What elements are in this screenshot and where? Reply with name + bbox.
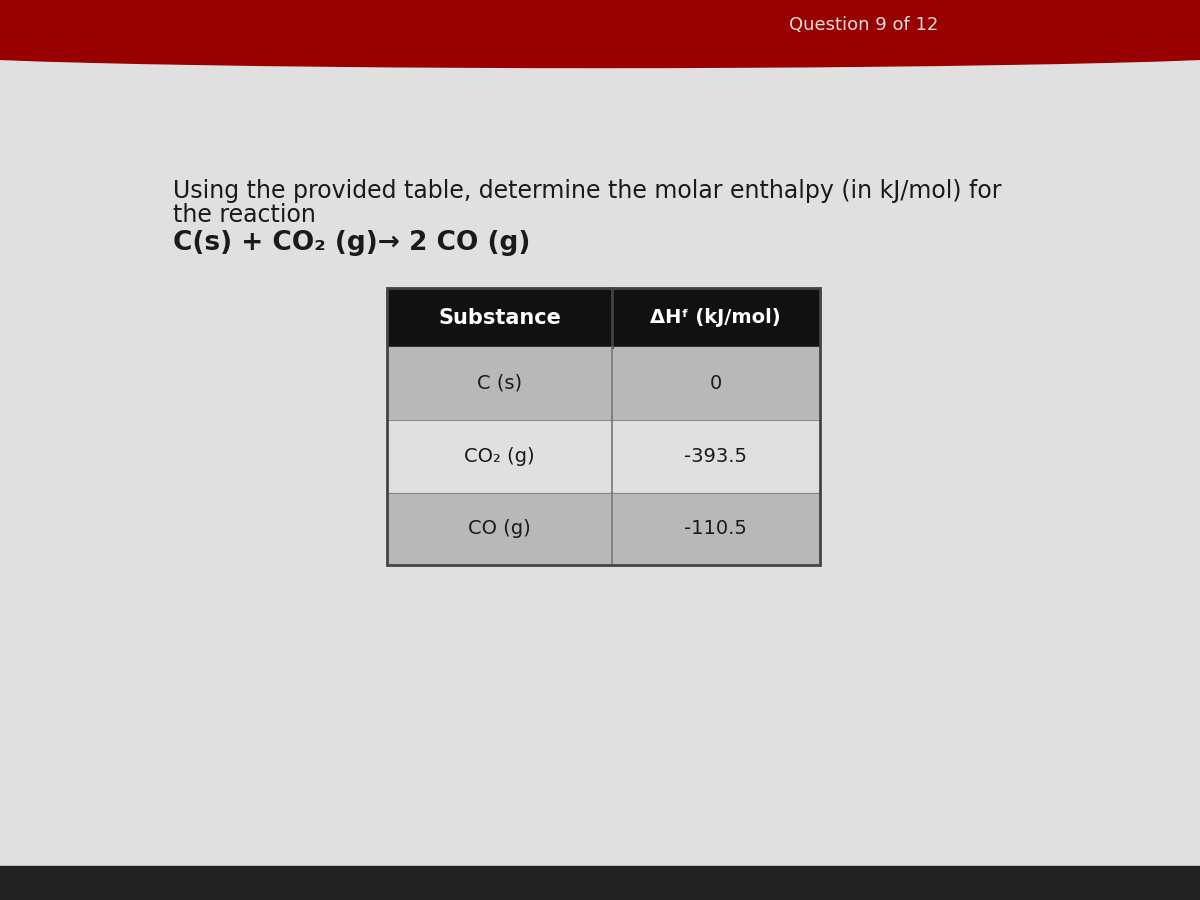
- Bar: [388, 347, 820, 419]
- Bar: [388, 492, 820, 565]
- Bar: [388, 288, 820, 565]
- Text: Substance: Substance: [438, 308, 562, 328]
- Text: CO (g): CO (g): [468, 519, 530, 538]
- Text: CO₂ (g): CO₂ (g): [464, 446, 535, 465]
- Text: -110.5: -110.5: [684, 519, 748, 538]
- Bar: [388, 288, 820, 347]
- Text: Question 9 of 12: Question 9 of 12: [790, 15, 938, 33]
- Text: -393.5: -393.5: [684, 446, 748, 465]
- Text: ΔHᶠ (kJ/mol): ΔHᶠ (kJ/mol): [650, 308, 781, 327]
- Text: 0: 0: [709, 374, 722, 393]
- Text: the reaction: the reaction: [173, 203, 316, 228]
- Bar: [388, 419, 820, 492]
- Text: C (s): C (s): [478, 374, 522, 393]
- Text: C(s) + CO₂ (g)→ 2 CO (g): C(s) + CO₂ (g)→ 2 CO (g): [173, 230, 530, 256]
- Text: Using the provided table, determine the molar enthalpy (in kJ/mol) for: Using the provided table, determine the …: [173, 179, 1002, 203]
